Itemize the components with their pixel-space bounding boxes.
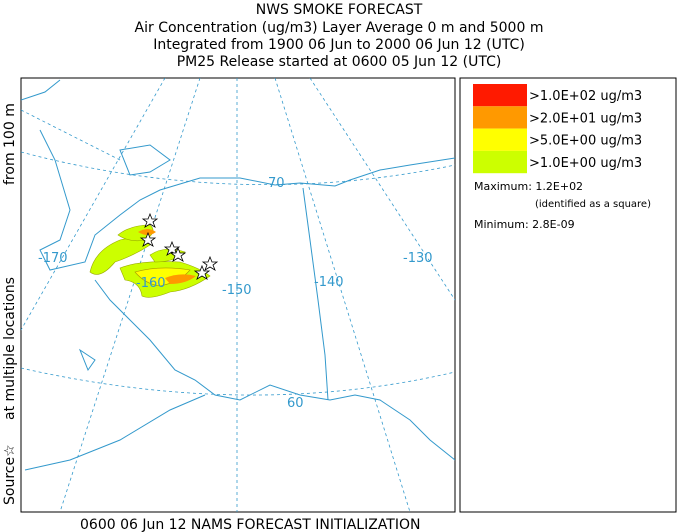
footer: 0600 06 Jun 12 NAMS FORECAST INITIALIZAT…	[80, 517, 420, 532]
graticule	[309, 78, 455, 301]
coastline	[94, 279, 455, 461]
latitude-label: 60	[287, 396, 304, 411]
graticule	[21, 151, 455, 186]
subtitle: Air Concentration (ug/m3) Layer Average …	[135, 20, 544, 36]
subtitle: Integrated from 1900 06 Jun to 2000 06 J…	[153, 37, 525, 53]
graticule	[21, 367, 455, 396]
title: NWS SMOKE FORECAST	[256, 2, 423, 18]
border	[302, 187, 329, 401]
legend-swatch	[473, 106, 527, 129]
side-label: Source☆ at multiple locations from 100 m	[2, 103, 18, 505]
longitude-label: -160	[136, 276, 166, 291]
map: -170 -160 -150 -140 -130 70 60	[20, 77, 456, 513]
legend-swatch	[473, 150, 527, 174]
legend-label: >5.0E+00 ug/m3	[529, 134, 642, 149]
graticule	[21, 78, 166, 331]
side-label-part: from 100 m	[2, 103, 18, 185]
latitude-label: 70	[268, 176, 285, 191]
coastline	[24, 394, 206, 471]
legend-swatch	[473, 128, 527, 151]
smoke-plumes	[89, 224, 211, 298]
legend-label: >1.0E+02 ug/m3	[529, 89, 642, 104]
graticule	[274, 78, 411, 512]
maximum: Maximum: 1.2E+02	[474, 180, 583, 193]
source-stars	[139, 212, 219, 280]
subtitle: PM25 Release started at 0600 05 Jun 12 (…	[177, 54, 502, 70]
graticule	[59, 78, 201, 512]
maximum-note: (identified as a square)	[535, 199, 651, 210]
legend-label: >1.0E+00 ug/m3	[529, 156, 642, 171]
legend-swatch	[473, 84, 527, 107]
coastline	[78, 144, 171, 372]
map-frame	[20, 77, 456, 513]
side-label-part: at multiple locations	[2, 277, 18, 420]
minimum: Minimum: 2.8E-09	[474, 218, 575, 231]
coastline	[21, 79, 455, 271]
longitude-label: -150	[222, 283, 252, 298]
side-label-part: Source☆	[2, 444, 18, 505]
longitude-label: -130	[403, 251, 433, 266]
graticule	[21, 109, 121, 161]
legend: >1.0E+02 ug/m3 >2.0E+01 ug/m3 >5.0E+00 ug/…	[459, 77, 677, 513]
longitude-label: -170	[38, 251, 68, 266]
legend-label: >2.0E+01 ug/m3	[529, 111, 642, 126]
longitude-label: -140	[314, 275, 344, 290]
